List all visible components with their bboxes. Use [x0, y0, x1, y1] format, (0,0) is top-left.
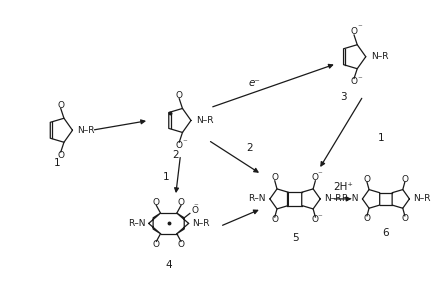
Text: 1: 1 [54, 158, 60, 168]
Text: N–R: N–R [78, 126, 95, 135]
Text: O: O [363, 214, 370, 223]
Text: O: O [176, 91, 183, 100]
Text: O: O [57, 101, 64, 110]
Text: 1: 1 [378, 133, 384, 143]
Text: N–R: N–R [371, 52, 388, 61]
Text: O: O [350, 77, 358, 86]
Text: O: O [271, 173, 278, 182]
Text: 2: 2 [246, 143, 253, 153]
Text: ⁻: ⁻ [183, 139, 187, 148]
Text: R–N: R–N [341, 194, 358, 203]
Text: N–R: N–R [324, 194, 342, 203]
Text: N–R: N–R [413, 194, 431, 203]
Text: O: O [271, 216, 278, 224]
Text: e⁻: e⁻ [249, 78, 260, 88]
Text: O: O [57, 151, 64, 160]
Text: O: O [153, 198, 160, 207]
Text: ⁻: ⁻ [317, 213, 322, 222]
Text: O: O [401, 214, 408, 223]
Text: R–N: R–N [248, 194, 266, 203]
Text: O: O [178, 198, 184, 207]
Text: ⁻: ⁻ [358, 75, 362, 84]
Text: O: O [191, 206, 198, 215]
Text: O: O [153, 240, 160, 249]
Text: O: O [312, 173, 319, 182]
Text: R–N: R–N [128, 219, 145, 228]
Text: ⁻: ⁻ [194, 203, 198, 212]
Text: 3: 3 [340, 92, 347, 102]
Text: N–R: N–R [192, 219, 210, 228]
Text: 4: 4 [165, 260, 172, 269]
Text: 5: 5 [292, 233, 299, 243]
Text: O: O [178, 240, 184, 249]
Text: ⁻: ⁻ [358, 24, 362, 33]
Text: ⁻: ⁻ [317, 170, 322, 179]
Text: 6: 6 [383, 228, 389, 238]
Text: N–R: N–R [196, 116, 214, 125]
Text: O: O [350, 27, 358, 36]
Text: O: O [312, 216, 319, 224]
Text: 2: 2 [172, 150, 179, 160]
Text: 2H⁺: 2H⁺ [334, 182, 354, 192]
Text: O: O [363, 175, 370, 184]
Text: 1: 1 [163, 172, 169, 182]
Text: O: O [176, 141, 183, 150]
Text: O: O [401, 175, 408, 184]
